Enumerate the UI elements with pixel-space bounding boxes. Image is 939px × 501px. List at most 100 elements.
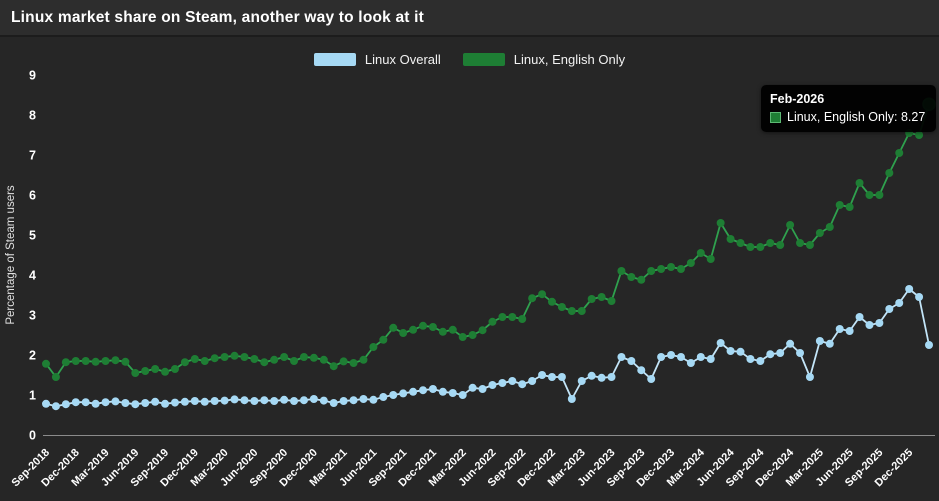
data-point-marker[interactable] bbox=[101, 398, 110, 407]
data-point-marker[interactable] bbox=[696, 249, 705, 257]
data-point-marker[interactable] bbox=[875, 319, 884, 327]
data-point-marker[interactable] bbox=[587, 295, 596, 303]
data-point-marker[interactable] bbox=[597, 293, 606, 301]
data-point-marker[interactable] bbox=[319, 396, 328, 405]
data-point-marker[interactable] bbox=[567, 395, 576, 403]
data-point-marker[interactable] bbox=[220, 396, 229, 405]
data-point-marker[interactable] bbox=[865, 191, 874, 199]
data-point-marker[interactable] bbox=[438, 387, 447, 396]
data-point-marker[interactable] bbox=[776, 241, 785, 249]
data-point-marker[interactable] bbox=[290, 357, 299, 365]
data-point-marker[interactable] bbox=[786, 221, 795, 229]
data-point-marker[interactable] bbox=[260, 396, 269, 405]
data-point-marker[interactable] bbox=[538, 371, 547, 379]
data-point-marker[interactable] bbox=[756, 357, 765, 365]
data-point-marker[interactable] bbox=[389, 323, 398, 332]
data-point-marker[interactable] bbox=[676, 353, 685, 361]
data-point-marker[interactable] bbox=[706, 255, 715, 263]
data-point-marker[interactable] bbox=[766, 239, 775, 247]
data-point-marker[interactable] bbox=[71, 357, 80, 365]
data-point-marker[interactable] bbox=[250, 355, 259, 363]
data-point-marker[interactable] bbox=[557, 303, 566, 311]
data-point-marker[interactable] bbox=[478, 385, 487, 393]
data-point-marker[interactable] bbox=[61, 358, 70, 367]
data-point-marker[interactable] bbox=[915, 131, 924, 139]
data-point-marker[interactable] bbox=[716, 339, 725, 347]
data-point-marker[interactable] bbox=[190, 397, 199, 405]
data-point-marker[interactable] bbox=[746, 355, 755, 363]
data-point-marker[interactable] bbox=[121, 399, 130, 407]
data-point-marker[interactable] bbox=[915, 293, 924, 301]
data-point-marker[interactable] bbox=[230, 351, 239, 360]
data-point-marker[interactable] bbox=[478, 326, 487, 335]
data-point-marker[interactable] bbox=[151, 365, 160, 373]
data-point-marker[interactable] bbox=[240, 396, 249, 405]
data-point-marker[interactable] bbox=[657, 353, 666, 361]
data-point-marker[interactable] bbox=[379, 393, 388, 401]
data-point-marker[interactable] bbox=[309, 353, 318, 362]
data-point-marker[interactable] bbox=[458, 333, 467, 341]
data-point-marker[interactable] bbox=[875, 191, 884, 199]
data-point-marker[interactable] bbox=[885, 305, 894, 313]
data-point-marker[interactable] bbox=[528, 294, 537, 303]
data-point-marker[interactable] bbox=[637, 366, 646, 375]
data-point-marker[interactable] bbox=[617, 353, 626, 361]
data-point-marker[interactable] bbox=[518, 315, 527, 323]
data-point-marker[interactable] bbox=[428, 323, 437, 331]
data-point-marker[interactable] bbox=[736, 239, 745, 247]
data-point-marker[interactable] bbox=[766, 350, 775, 359]
data-point-marker[interactable] bbox=[51, 373, 60, 381]
data-point-marker[interactable] bbox=[855, 179, 864, 187]
data-point-marker[interactable] bbox=[419, 321, 428, 330]
data-point-marker[interactable] bbox=[280, 353, 289, 361]
data-point-marker[interactable] bbox=[786, 339, 795, 348]
data-point-marker[interactable] bbox=[51, 402, 60, 411]
data-point-marker[interactable] bbox=[71, 398, 80, 407]
data-point-marker[interactable] bbox=[220, 353, 229, 361]
data-point-marker[interactable] bbox=[230, 395, 239, 404]
data-point-marker[interactable] bbox=[746, 243, 755, 251]
data-point-marker[interactable] bbox=[468, 383, 477, 392]
data-point-marker[interactable] bbox=[547, 373, 556, 381]
legend-item-linux-english-only[interactable]: Linux, English Only bbox=[462, 52, 625, 67]
data-point-marker[interactable] bbox=[686, 259, 695, 267]
data-point-marker[interactable] bbox=[250, 397, 259, 405]
data-point-marker[interactable] bbox=[141, 399, 150, 407]
data-point-marker[interactable] bbox=[647, 267, 656, 275]
data-point-marker[interactable] bbox=[339, 357, 348, 366]
data-point-marker[interactable] bbox=[210, 354, 219, 363]
data-point-marker[interactable] bbox=[299, 396, 308, 405]
data-point-marker[interactable] bbox=[359, 395, 368, 403]
data-point-marker[interactable] bbox=[121, 357, 130, 366]
data-point-marker[interactable] bbox=[280, 395, 289, 404]
data-point-marker[interactable] bbox=[329, 362, 338, 371]
legend-item-linux-overall[interactable]: Linux Overall bbox=[313, 52, 441, 67]
data-point-marker[interactable] bbox=[359, 355, 368, 364]
data-point-marker[interactable] bbox=[667, 263, 676, 271]
data-point-marker[interactable] bbox=[498, 313, 507, 321]
data-point-marker[interactable] bbox=[547, 297, 556, 306]
data-point-marker[interactable] bbox=[776, 349, 785, 357]
data-point-marker[interactable] bbox=[815, 337, 824, 345]
data-point-marker[interactable] bbox=[81, 398, 90, 407]
data-point-marker[interactable] bbox=[200, 397, 209, 406]
data-point-marker[interactable] bbox=[508, 377, 517, 385]
data-point-marker[interactable] bbox=[647, 375, 656, 383]
data-point-marker[interactable] bbox=[825, 223, 834, 231]
data-point-marker[interactable] bbox=[101, 357, 110, 365]
data-point-marker[interactable] bbox=[61, 400, 70, 409]
data-point-marker[interactable] bbox=[528, 377, 537, 385]
data-point-marker[interactable] bbox=[577, 377, 586, 385]
data-point-marker[interactable] bbox=[458, 391, 467, 399]
data-point-marker[interactable] bbox=[409, 325, 418, 334]
data-point-marker[interactable] bbox=[488, 317, 497, 326]
data-point-marker[interactable] bbox=[448, 325, 457, 334]
data-point-marker[interactable] bbox=[637, 275, 646, 284]
data-point-marker[interactable] bbox=[428, 385, 437, 393]
data-point-marker[interactable] bbox=[190, 355, 199, 363]
data-point-marker[interactable] bbox=[161, 399, 170, 408]
data-point-marker[interactable] bbox=[925, 341, 933, 349]
data-point-marker[interactable] bbox=[270, 397, 279, 405]
data-point-marker[interactable] bbox=[865, 321, 874, 329]
